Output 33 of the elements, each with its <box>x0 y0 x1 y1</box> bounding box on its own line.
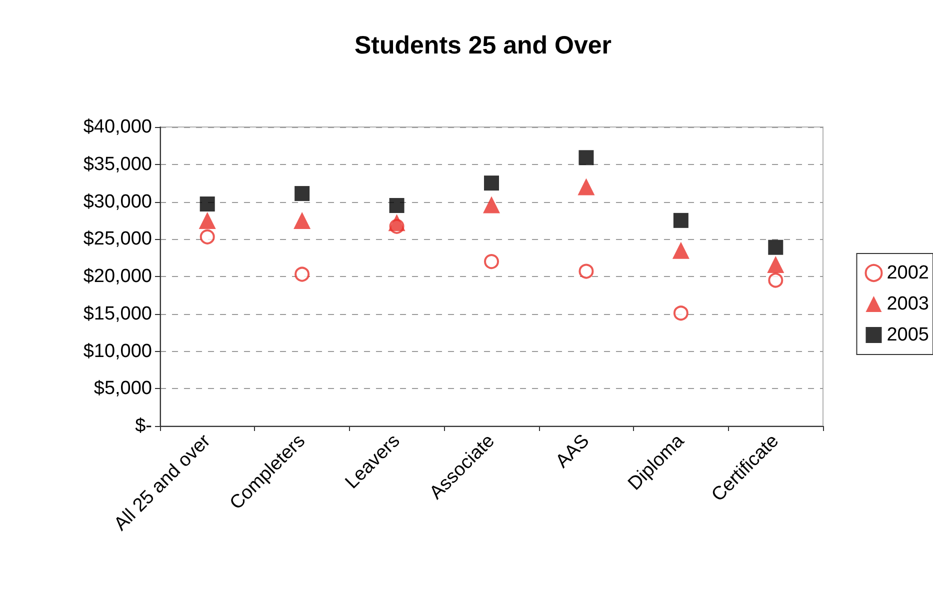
y-tick-label: $40,000 <box>83 116 152 138</box>
point <box>200 196 215 212</box>
chart-title: Students 25 and Over <box>354 32 612 60</box>
point <box>294 186 310 202</box>
point <box>768 272 784 288</box>
point <box>673 306 688 321</box>
point <box>483 196 500 214</box>
y-tick-label: $30,000 <box>83 191 152 212</box>
y-tick-label: $10,000 <box>83 340 152 362</box>
point <box>578 150 594 166</box>
point <box>484 254 499 270</box>
point <box>294 212 311 229</box>
legend-label: 2003 <box>886 294 930 314</box>
point <box>484 176 499 191</box>
point <box>388 214 406 232</box>
legend-label: 2005 <box>886 324 930 346</box>
point <box>200 229 215 244</box>
point <box>198 212 216 229</box>
point <box>767 256 784 274</box>
point <box>673 212 688 228</box>
y-tick-label: $20,000 <box>83 266 152 287</box>
y-tick-label: $- <box>135 416 152 436</box>
y-tick-label: $5,000 <box>94 378 152 400</box>
point <box>768 240 784 255</box>
point <box>294 266 310 282</box>
y-tick-label: $35,000 <box>83 154 152 175</box>
y-tick-label: $25,000 <box>83 228 152 250</box>
point <box>389 198 404 213</box>
point <box>578 264 594 279</box>
point <box>578 178 595 196</box>
legend-label: 2002 <box>886 262 930 284</box>
y-tick-label: $15,000 <box>83 303 152 324</box>
point <box>672 242 690 259</box>
